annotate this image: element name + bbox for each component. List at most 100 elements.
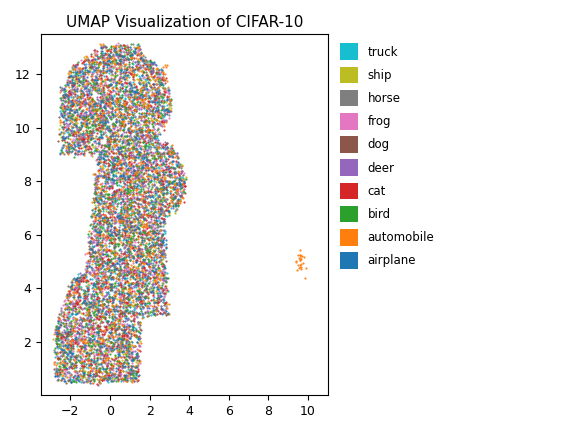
Point [124,47,133,54]
Point [95,243,105,250]
Point [126,166,136,173]
Point [101,107,110,113]
Point [128,119,137,126]
Point [165,153,174,160]
Point [104,298,113,305]
Point [156,252,166,259]
Point [120,124,129,131]
Point [132,229,141,236]
Point [135,149,144,155]
Point [72,301,82,307]
Point [80,119,89,126]
Point [116,83,125,90]
Point [133,368,143,375]
Point [116,345,125,352]
Point [137,179,146,186]
Point [59,129,68,136]
Point [58,333,67,340]
Point [91,267,101,274]
Point [143,303,152,310]
Point [59,102,68,109]
Point [110,316,119,323]
Point [75,326,84,333]
Point [128,229,137,236]
Point [154,251,163,258]
Point [87,132,97,139]
Point [91,125,101,132]
Point [133,172,143,179]
Point [152,160,161,167]
Point [109,360,118,367]
Point [147,176,156,183]
Point [164,162,174,169]
Point [126,162,135,168]
Point [80,98,89,105]
Point [104,308,113,315]
Point [167,163,176,170]
Point [121,313,130,320]
Point [296,264,305,271]
Point [94,333,103,340]
Point [127,287,136,294]
Point [139,294,148,301]
Point [105,100,114,107]
Point [98,284,107,291]
Point [96,326,105,333]
Point [144,65,153,72]
Point [128,149,137,156]
Point [99,214,109,221]
Point [136,164,145,171]
Point [118,378,128,385]
Point [131,213,140,220]
Point [165,184,174,191]
Point [88,79,97,86]
Point [63,126,72,132]
Point [101,227,110,234]
Point [97,227,106,234]
Point [102,142,111,149]
Point [139,236,148,243]
Point [100,171,109,178]
Point [176,184,185,191]
Point [89,303,98,310]
Point [62,101,71,108]
Point [117,113,126,120]
Point [141,69,151,76]
Point [122,256,132,263]
Point [147,243,156,250]
Point [67,311,76,318]
Point [137,314,146,321]
Point [90,232,99,239]
Point [151,207,160,214]
Point [152,65,162,72]
Point [105,207,114,214]
Point [156,207,165,214]
Point [116,189,125,196]
Point [81,113,90,120]
Point [102,213,111,220]
Point [146,232,155,239]
Point [140,207,150,214]
Point [102,234,112,241]
Point [158,103,167,110]
Point [171,193,181,200]
Point [131,155,140,162]
Point [109,223,118,230]
Point [63,97,72,104]
Point [147,226,156,233]
Point [119,138,128,145]
Point [70,323,79,330]
Point [71,100,80,107]
Point [152,68,161,75]
Point [124,288,133,294]
Point [62,87,71,94]
Point [153,78,162,85]
Point [145,94,155,101]
Point [128,326,137,333]
Point [159,298,168,305]
Point [119,235,128,242]
Point [125,85,134,92]
Point [85,111,94,118]
Point [104,346,113,353]
Point [66,292,75,299]
